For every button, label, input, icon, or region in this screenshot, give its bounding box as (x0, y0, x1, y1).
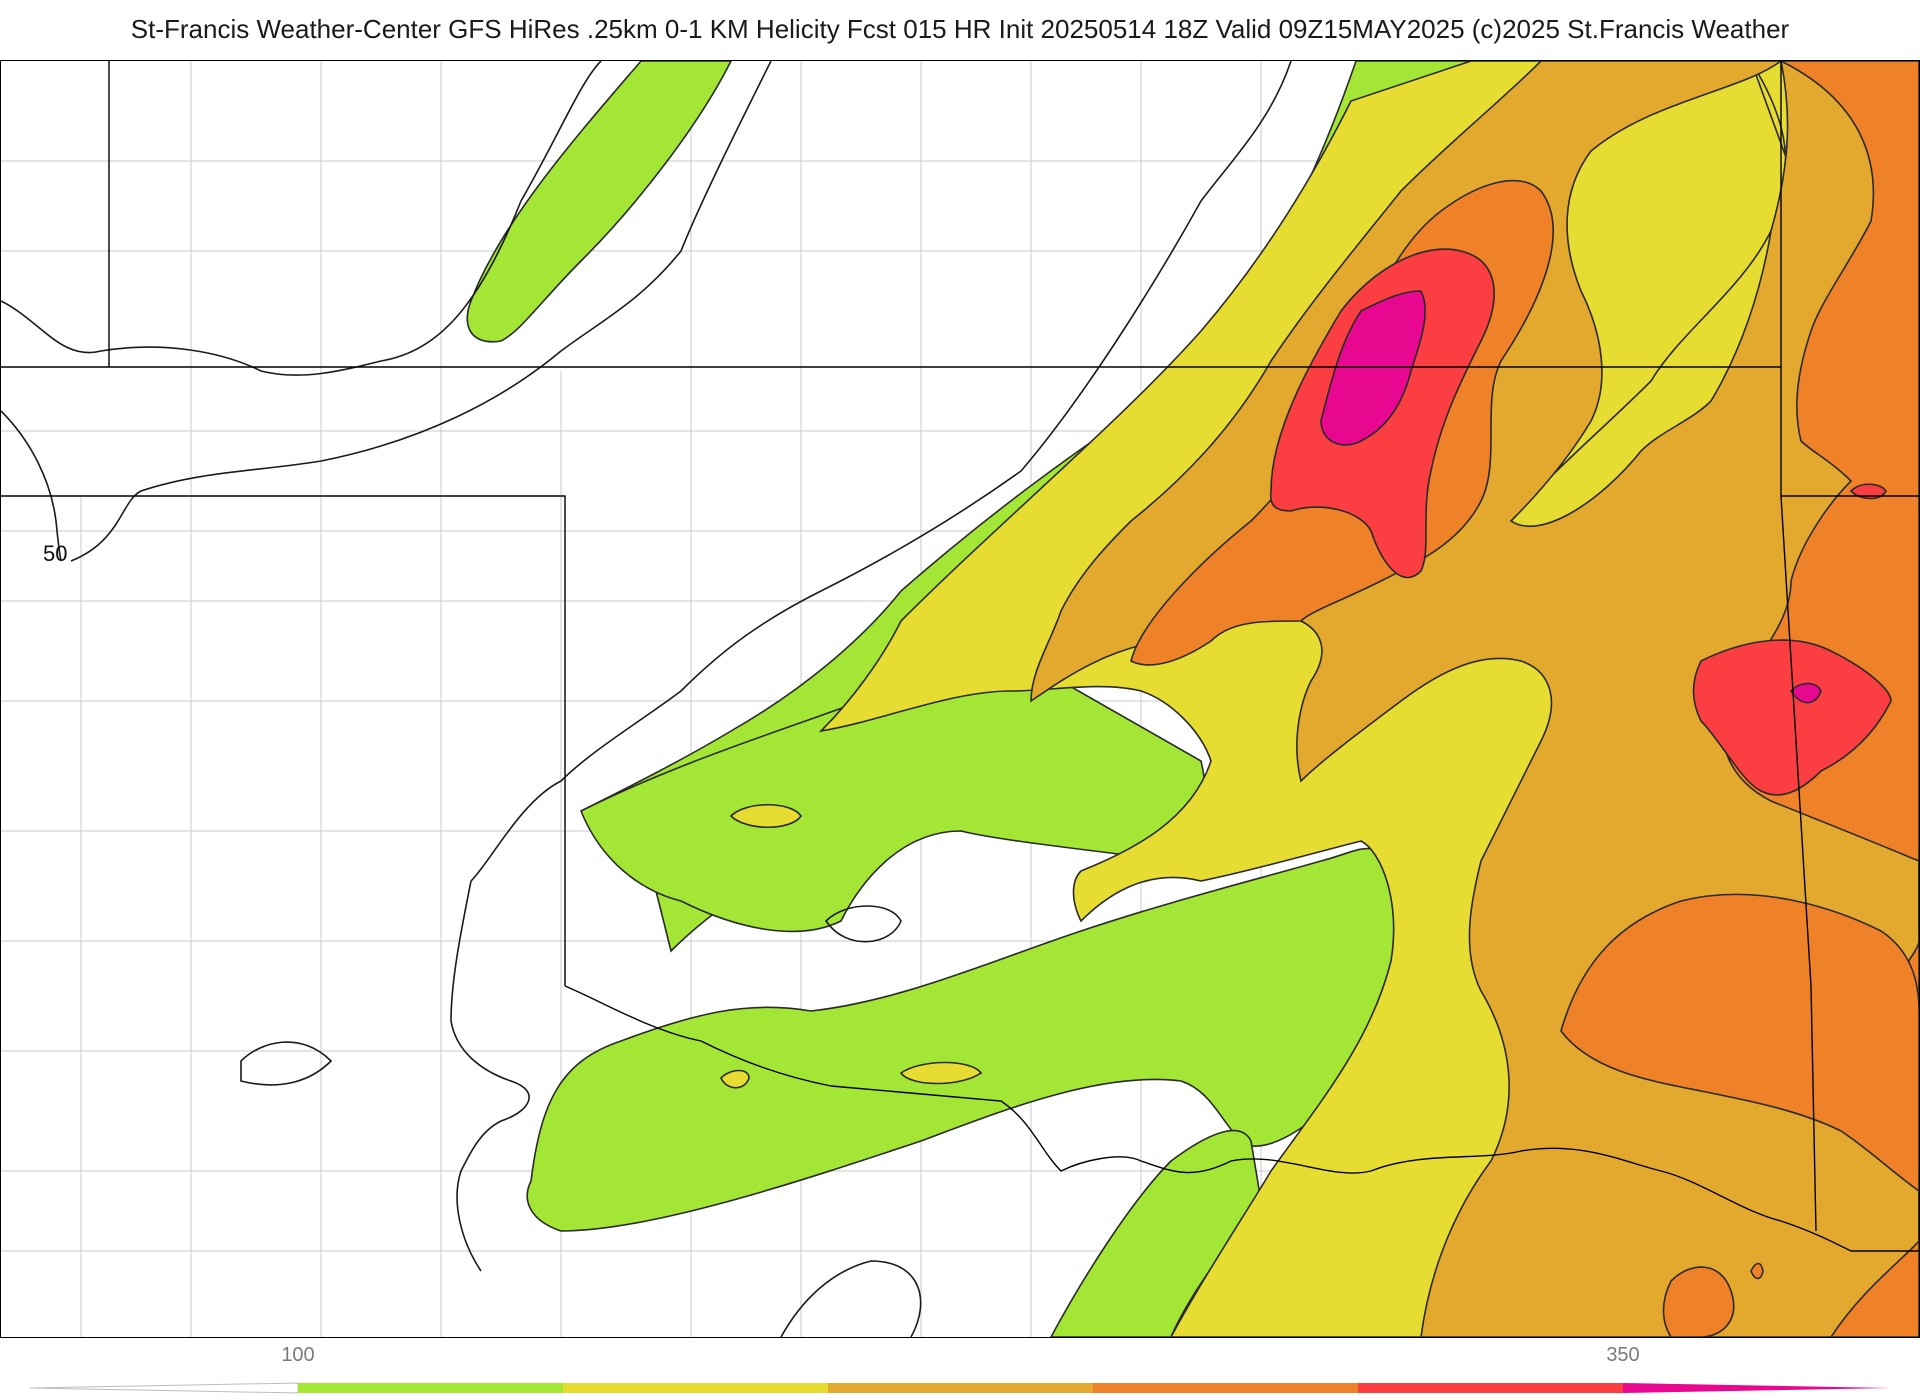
colorbar-segment-gold (828, 1383, 1093, 1393)
helicity-contour-50 (1, 61, 1292, 1337)
map-canvas: 50 (1, 61, 1919, 1337)
state-borders (1, 61, 1919, 1252)
colorbar-segment-green (298, 1383, 563, 1393)
colorbar-segment-red (1358, 1383, 1623, 1393)
colorbar-segment-yellow (563, 1383, 828, 1393)
contour-label-50: 50 (43, 541, 67, 566)
colorbar-segment-orange (1093, 1383, 1358, 1393)
helicity-map: 50 (0, 60, 1920, 1338)
colorbar-tick-350: 350 (1606, 1344, 1640, 1366)
colorbar (29, 1382, 1890, 1394)
helicity-fill-magenta (1320, 290, 1822, 704)
map-title: St-Francis Weather-Center GFS HiRes .25k… (130, 14, 1790, 44)
colorbar-low-arrow (29, 1382, 299, 1394)
colorbar-high-arrow (1623, 1383, 1890, 1393)
colorbar-tick-100: 100 (281, 1344, 315, 1366)
